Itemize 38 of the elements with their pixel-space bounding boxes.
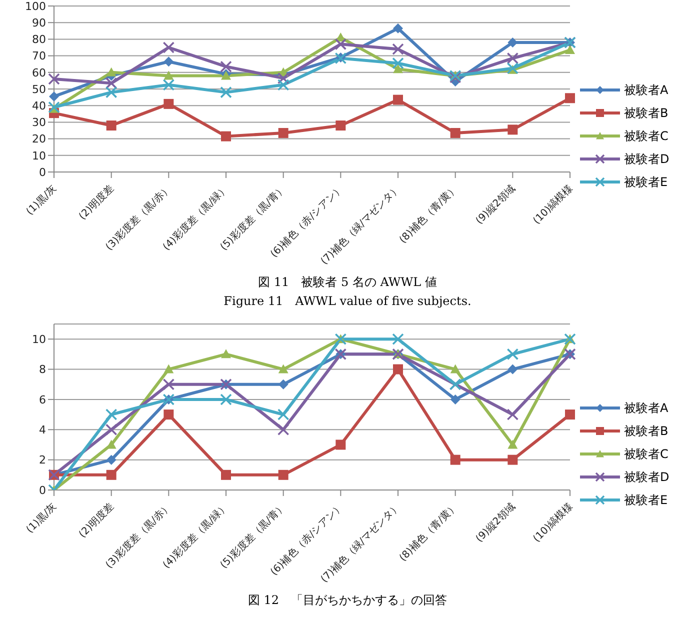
x-tick-label: (9)縦2領域 [473, 500, 518, 545]
legend-label: 被験者D [624, 468, 670, 486]
y-tick-label: 10 [32, 149, 46, 162]
legend-label: 被験者D [624, 150, 670, 168]
y-tick-label: 8 [39, 363, 46, 376]
y-tick-label: 60 [32, 66, 46, 80]
x-tick-label: (8)補色（青/黄） [396, 500, 460, 564]
y-tick-label: 70 [32, 50, 46, 63]
y-tick-label: 50 [32, 82, 46, 96]
y-tick-label: 80 [32, 33, 46, 46]
y-tick-label: 4 [39, 424, 46, 437]
legend-label: 被験者B [624, 422, 668, 440]
x-tick-label: (2)明度差 [76, 182, 116, 222]
y-tick-label: 30 [32, 116, 46, 130]
y-tick-label: 0 [39, 484, 46, 497]
x-tick-label: (1)黒/灰 [24, 183, 59, 218]
legend-label: 被験者E [624, 492, 668, 508]
caption: 図 11 被験者 5 名の AWWL 値 [257, 274, 438, 291]
legend-label: 被験者A [624, 400, 668, 416]
legend-label: 被験者A [624, 82, 668, 98]
y-tick-label: 6 [39, 393, 46, 406]
x-tick-label: (9)縦2領域 [473, 182, 518, 227]
caption: Figure 11 AWWL value of five subjects. [222, 293, 472, 310]
y-tick-label: 100 [25, 0, 46, 13]
y-tick-label: 2 [39, 454, 46, 467]
y-tick-label: 40 [32, 100, 46, 113]
legend-label: 被験者C [624, 128, 668, 144]
legend-label: 被験者E [624, 174, 668, 190]
y-tick-label: 90 [32, 16, 46, 30]
x-tick-label: (2)明度差 [76, 500, 116, 540]
legend-label: 被験者B [624, 104, 668, 122]
y-tick-label: 20 [32, 132, 46, 146]
caption: 図 12 「目がちかちかする」の回答 [246, 592, 448, 609]
y-tick-label: 0 [39, 166, 46, 179]
x-tick-label: (1)黒/灰 [24, 501, 59, 536]
legend-label: 被験者C [624, 446, 668, 462]
y-tick-label: 10 [32, 332, 46, 346]
x-tick-label: (8)補色（青/黄） [396, 182, 460, 246]
